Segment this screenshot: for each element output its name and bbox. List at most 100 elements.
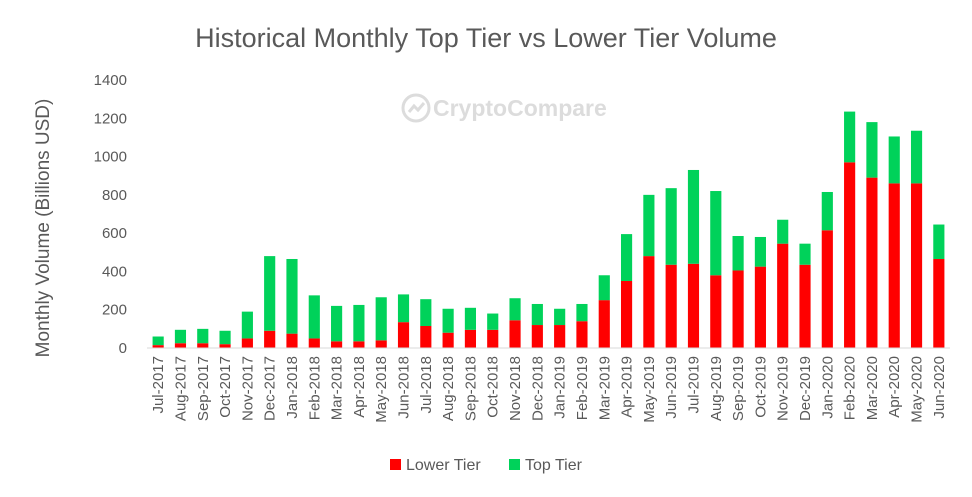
x-tick-label: Sep-2019 bbox=[730, 356, 747, 421]
bar-top-tier bbox=[219, 330, 231, 345]
x-tick-label: Dec-2018 bbox=[529, 356, 546, 421]
bar-lower-tier bbox=[531, 325, 543, 348]
x-tick-label: Oct-2019 bbox=[752, 356, 769, 418]
x-tick-label: Jan-2018 bbox=[284, 356, 301, 419]
bar-lower-tier bbox=[598, 300, 610, 348]
bar-top-tier bbox=[286, 258, 298, 334]
x-tick-label: Sep-2017 bbox=[195, 356, 212, 421]
bar-lower-tier bbox=[910, 183, 923, 348]
bar-top-tier bbox=[487, 313, 499, 330]
x-tick-label: Aug-2017 bbox=[172, 356, 189, 421]
bar-top-tier bbox=[576, 303, 588, 322]
bar-lower-tier bbox=[174, 343, 187, 348]
bar-lower-tier bbox=[620, 281, 633, 348]
x-tick-label: Mar-2018 bbox=[329, 356, 346, 420]
x-tick-label: Aug-2019 bbox=[708, 356, 725, 421]
y-axis-label: Monthly Volume (Billions USD) bbox=[33, 99, 54, 358]
bar-top-tier bbox=[174, 329, 187, 344]
bar-lower-tier bbox=[397, 322, 410, 348]
x-tick-label: Sep-2018 bbox=[462, 356, 479, 421]
legend-label: Top Tier bbox=[525, 457, 583, 474]
watermark-text: CryptoCompare bbox=[433, 95, 607, 121]
x-tick-label: Nov-2017 bbox=[239, 356, 256, 421]
bar-lower-tier bbox=[152, 345, 164, 348]
bar-lower-tier bbox=[933, 258, 945, 348]
x-tick-label: Jul-2019 bbox=[685, 356, 702, 414]
y-tick-label: 200 bbox=[102, 302, 127, 319]
x-tick-label: Jun-2019 bbox=[663, 356, 680, 419]
legend-label: Lower Tier bbox=[406, 457, 481, 474]
watermark-circle-icon bbox=[401, 93, 431, 123]
x-tick-label: Dec-2017 bbox=[262, 356, 279, 421]
bar-top-tier bbox=[732, 236, 744, 271]
x-tick-label: Jul-2017 bbox=[150, 356, 167, 414]
bar-lower-tier bbox=[866, 177, 878, 348]
x-tick-label: May-2019 bbox=[641, 356, 658, 423]
bar-top-tier bbox=[799, 243, 811, 265]
x-tick-label: May-2020 bbox=[909, 356, 926, 423]
x-tick-label: Jan-2019 bbox=[552, 356, 569, 419]
x-tick-label: Nov-2019 bbox=[775, 356, 792, 421]
bar-top-tier bbox=[397, 294, 410, 323]
x-tick-label: Mar-2019 bbox=[596, 356, 613, 420]
bar-lower-tier bbox=[353, 341, 365, 348]
y-tick-label: 600 bbox=[102, 225, 127, 242]
x-tick-label: Oct-2017 bbox=[217, 356, 234, 418]
bar-top-tier bbox=[844, 111, 856, 163]
bar-lower-tier bbox=[576, 321, 588, 348]
y-axis-ticks: 0 200 400 600 800 1000 1200 1400 bbox=[94, 72, 127, 357]
bar-lower-tier bbox=[509, 320, 521, 348]
bar-top-tier bbox=[821, 191, 833, 231]
bar-top-tier bbox=[866, 122, 878, 178]
x-axis-ticks: Jul-2017 Aug-2017 Sep-2017 Oct-2017 Nov-2017… bbox=[150, 356, 948, 423]
bar-top-tier bbox=[687, 169, 700, 264]
x-tick-label: Apr-2018 bbox=[351, 356, 368, 418]
bar-top-tier bbox=[464, 307, 476, 330]
y-tick-label: 1000 bbox=[94, 149, 127, 166]
x-tick-label: Feb-2019 bbox=[574, 356, 591, 420]
bar-lower-tier bbox=[799, 264, 811, 348]
watermark-arrow-icon bbox=[407, 102, 426, 113]
bar-top-tier bbox=[264, 256, 276, 331]
y-tick-label: 1200 bbox=[94, 110, 127, 127]
bar-top-tier bbox=[375, 297, 387, 341]
bar-top-tier bbox=[710, 191, 722, 276]
bar-top-tier bbox=[308, 295, 320, 339]
bar-lower-tier bbox=[420, 325, 432, 348]
bar-lower-tier bbox=[732, 270, 744, 348]
chart-title: Historical Monthly Top Tier vs Lower Tie… bbox=[195, 23, 777, 53]
x-tick-label: Feb-2018 bbox=[306, 356, 323, 420]
bar-top-tier bbox=[754, 236, 766, 267]
bar-lower-tier bbox=[442, 332, 454, 348]
bar-lower-tier bbox=[487, 329, 499, 348]
legend-swatch bbox=[390, 459, 401, 470]
x-tick-label: Jan-2020 bbox=[819, 356, 836, 419]
bar-top-tier bbox=[777, 219, 789, 244]
bar-lower-tier bbox=[286, 333, 298, 348]
bars-group bbox=[152, 111, 945, 348]
bar-lower-tier bbox=[464, 329, 476, 348]
x-tick-label: Apr-2019 bbox=[619, 356, 636, 418]
bar-lower-tier bbox=[219, 344, 231, 348]
bar-top-tier bbox=[241, 311, 253, 339]
bar-top-tier bbox=[910, 130, 923, 184]
bar-top-tier bbox=[420, 299, 432, 326]
bar-top-tier bbox=[152, 336, 164, 346]
bar-lower-tier bbox=[821, 230, 833, 348]
bar-top-tier bbox=[933, 224, 945, 259]
bar-lower-tier bbox=[777, 243, 789, 348]
bar-lower-tier bbox=[710, 275, 722, 348]
bar-lower-tier bbox=[197, 343, 209, 348]
x-tick-label: Feb-2020 bbox=[842, 356, 859, 420]
legend-swatch bbox=[509, 459, 520, 470]
bar-lower-tier bbox=[375, 340, 387, 348]
bar-lower-tier bbox=[308, 338, 320, 348]
x-tick-label: Aug-2018 bbox=[440, 356, 457, 421]
y-tick-label: 800 bbox=[102, 187, 127, 204]
bar-top-tier bbox=[353, 304, 365, 342]
bar-top-tier bbox=[643, 194, 655, 257]
bar-top-tier bbox=[598, 275, 610, 301]
x-tick-label: Jul-2018 bbox=[418, 356, 435, 414]
x-tick-label: Apr-2020 bbox=[886, 356, 903, 418]
